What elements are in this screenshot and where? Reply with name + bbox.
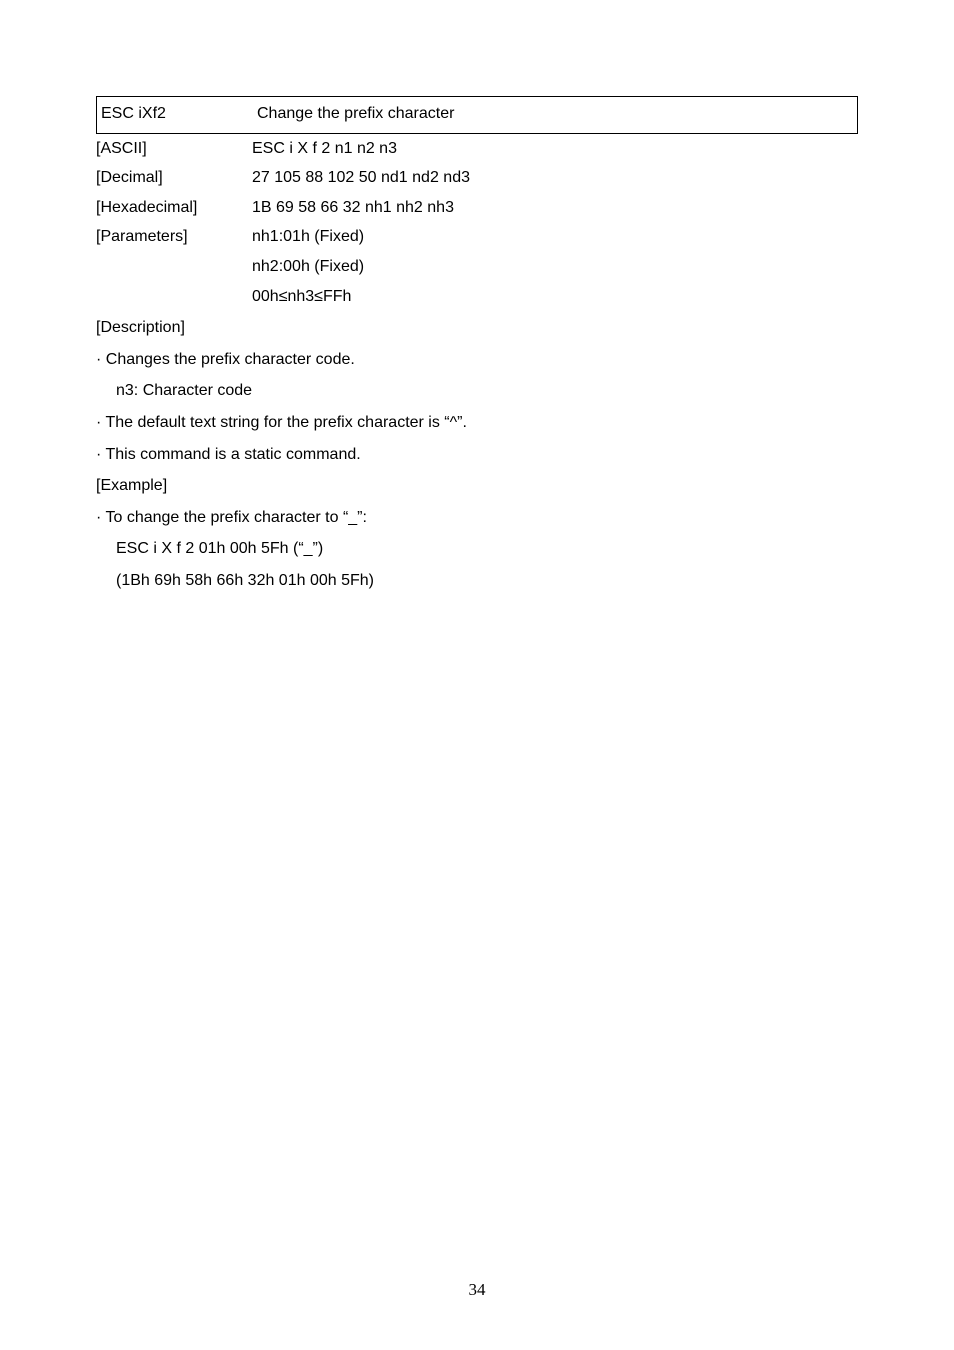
- description-line-3: This command is a static command.: [96, 440, 858, 470]
- example-line-3: (1Bh 69h 58h 66h 32h 01h 00h 5Fh): [96, 566, 858, 596]
- example-line-1: To change the prefix character to “_”:: [96, 503, 858, 533]
- value-params-1: nh1:01h (Fixed): [252, 222, 858, 252]
- value-decimal: 27 105 88 102 50 nd1 nd2 nd3: [252, 163, 858, 193]
- page: ESC iXf2 Change the prefix character [AS…: [0, 0, 954, 1350]
- description-heading: [Description]: [96, 313, 858, 343]
- row-hex: [Hexadecimal] 1B 69 58 66 32 nh1 nh2 nh3: [96, 193, 858, 223]
- description-line-1a: n3: Character code: [96, 376, 858, 406]
- label-ascii: [ASCII]: [96, 134, 252, 164]
- value-params-2: nh2:00h (Fixed): [252, 252, 858, 282]
- example-heading: [Example]: [96, 471, 858, 501]
- row-ascii: [ASCII] ESC i X f 2 n1 n2 n3: [96, 134, 858, 164]
- value-params-3: 00h≤nh3≤FFh: [252, 282, 858, 312]
- command-name: ESC iXf2: [101, 99, 257, 129]
- row-params-1: [Parameters] nh1:01h (Fixed): [96, 222, 858, 252]
- label-decimal: [Decimal]: [96, 163, 252, 193]
- row-decimal: [Decimal] 27 105 88 102 50 nd1 nd2 nd3: [96, 163, 858, 193]
- label-hex: [Hexadecimal]: [96, 193, 252, 223]
- value-hex: 1B 69 58 66 32 nh1 nh2 nh3: [252, 193, 858, 223]
- row-params-2: nh2:00h (Fixed): [96, 252, 858, 282]
- command-header-box: ESC iXf2 Change the prefix character: [96, 96, 858, 134]
- description-line-2: The default text string for the prefix c…: [96, 408, 858, 438]
- command-header-row: ESC iXf2 Change the prefix character: [101, 99, 851, 129]
- page-number: 34: [0, 1280, 954, 1300]
- description-line-1: Changes the prefix character code.: [96, 345, 858, 375]
- example-line-2: ESC i X f 2 01h 00h 5Fh (“_”): [96, 534, 858, 564]
- value-ascii: ESC i X f 2 n1 n2 n3: [252, 134, 858, 164]
- command-title: Change the prefix character: [257, 99, 851, 129]
- label-params: [Parameters]: [96, 222, 252, 252]
- row-params-3: 00h≤nh3≤FFh: [96, 282, 858, 312]
